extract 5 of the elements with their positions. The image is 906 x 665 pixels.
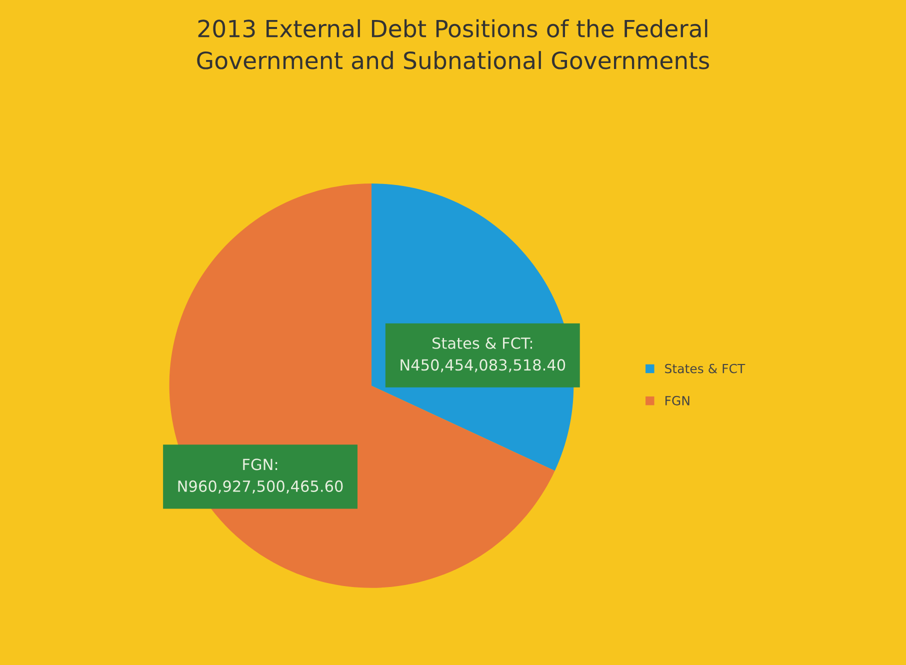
legend-label: States & FCT <box>665 364 746 374</box>
chart-title: 2013 External Debt Positions of the Federal Government and Subnational Governments <box>197 19 710 70</box>
data-label: FGN: N960,927,500,465.60 <box>178 458 343 494</box>
legend-label: FGN <box>665 396 690 406</box>
data-label: States & FCT: N450,454,083,518.40 <box>400 337 566 372</box>
